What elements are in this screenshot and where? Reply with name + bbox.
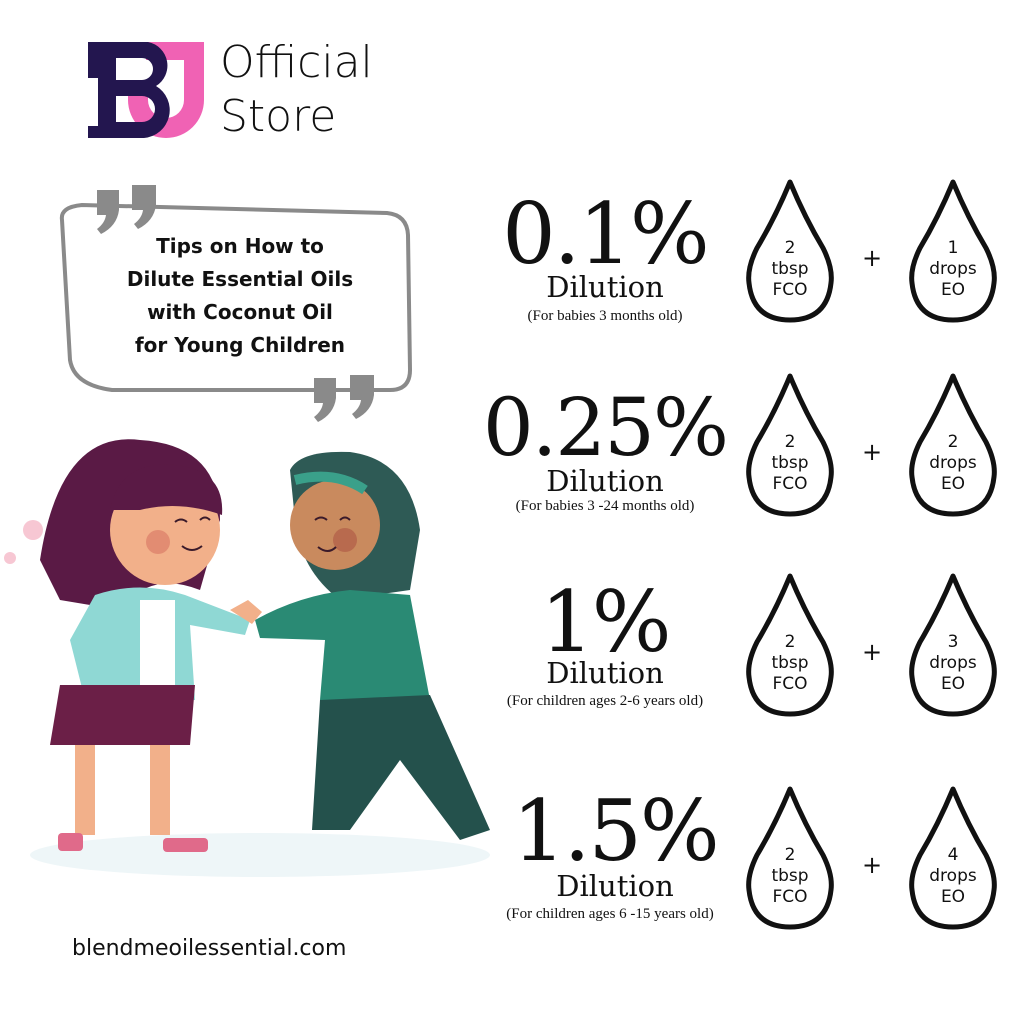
essential-oil-drop: 1 drops EO (908, 178, 998, 326)
dilution-note: (For babies 3 -24 months old) (515, 498, 695, 514)
drop-unit: tbsp (771, 866, 809, 886)
drop-amount: 2 (784, 238, 796, 258)
drop-name: EO (940, 887, 966, 907)
drop-name: FCO (772, 280, 808, 300)
dilution-label: Dilution (546, 270, 664, 304)
dilution-row: 0.25% Dilution (For babies 3 -24 months … (470, 372, 1010, 542)
drop-unit: tbsp (771, 259, 809, 279)
store-line-2: Store (220, 91, 337, 142)
carrier-oil-drop: 2 tbsp FCO (745, 572, 835, 720)
title-line: Tips on How to (156, 234, 324, 258)
dilution-note: (For children ages 6 -15 years old) (506, 906, 714, 922)
carrier-oil-drop: 2 tbsp FCO (745, 178, 835, 326)
drop-icon (909, 573, 997, 717)
children-illustration (4, 439, 490, 877)
drop-amount: 1 (947, 238, 959, 258)
drop-unit: drops (929, 866, 977, 886)
plus-sign: + (862, 638, 883, 666)
open-quote-icon (97, 185, 156, 234)
drop-amount: 2 (784, 432, 796, 452)
carrier-oil-drop: 2 tbsp FCO (745, 372, 835, 520)
dilution-label: Dilution (546, 464, 664, 498)
dilution-percent: 0.25% (482, 381, 729, 474)
drop-icon (746, 786, 834, 930)
store-line-1: Official (220, 37, 373, 88)
dilution-row: 1.5% Dilution (For children ages 6 -15 y… (470, 785, 1010, 955)
title-line: with Coconut Oil (147, 300, 333, 324)
drop-name: FCO (772, 674, 808, 694)
dilution-row: 1% Dilution (For children ages 2-6 years… (470, 572, 1010, 742)
drop-unit: tbsp (771, 453, 809, 473)
essential-oil-drop: 3 drops EO (908, 572, 998, 720)
dilution-percent: 1% (540, 573, 671, 671)
dilution-percent: 0.1% (502, 185, 709, 283)
drop-unit: drops (929, 653, 977, 673)
plus-sign: + (862, 438, 883, 466)
drop-name: EO (940, 674, 966, 694)
website-link[interactable]: blendmeoilessential.com (72, 936, 347, 961)
essential-oil-drop: 2 drops EO (908, 372, 998, 520)
dilution-row: 0.1% Dilution (For babies 3 months old) … (470, 178, 1010, 348)
drop-icon (746, 179, 834, 323)
title-line: for Young Children (134, 333, 346, 357)
plus-sign: + (862, 851, 883, 879)
drop-unit: drops (929, 453, 977, 473)
drop-name: FCO (772, 474, 808, 494)
dilution-note: (For children ages 2-6 years old) (506, 693, 704, 709)
title-line: Dilute Essential Oils (126, 267, 354, 291)
plus-sign: + (862, 244, 883, 272)
speech-bubble (59, 185, 413, 422)
infographic-title: Tips on How to Dilute Essential Oils wit… (90, 230, 390, 362)
drop-amount: 2 (947, 432, 959, 452)
drop-icon (909, 786, 997, 930)
dilution-note: (For babies 3 months old) (527, 308, 683, 324)
carrier-oil-drop: 2 tbsp FCO (745, 785, 835, 933)
dilution-percent: 1.5% (512, 782, 719, 880)
drop-unit: tbsp (771, 653, 809, 673)
dilution-label: Dilution (556, 869, 674, 903)
drop-amount: 4 (947, 845, 959, 865)
store-title: Official Store (220, 36, 373, 144)
drop-name: EO (940, 280, 966, 300)
brand-logo (88, 42, 204, 138)
drop-icon (909, 373, 997, 517)
drop-amount: 3 (947, 632, 959, 652)
drop-name: EO (940, 474, 966, 494)
drop-icon (746, 373, 834, 517)
drop-icon (909, 179, 997, 323)
drop-amount: 2 (784, 845, 796, 865)
drop-amount: 2 (784, 632, 796, 652)
drop-icon (746, 573, 834, 717)
close-quote-icon (314, 375, 374, 422)
dilution-label: Dilution (546, 656, 664, 690)
essential-oil-drop: 4 drops EO (908, 785, 998, 933)
drop-unit: drops (929, 259, 977, 279)
drop-name: FCO (772, 887, 808, 907)
